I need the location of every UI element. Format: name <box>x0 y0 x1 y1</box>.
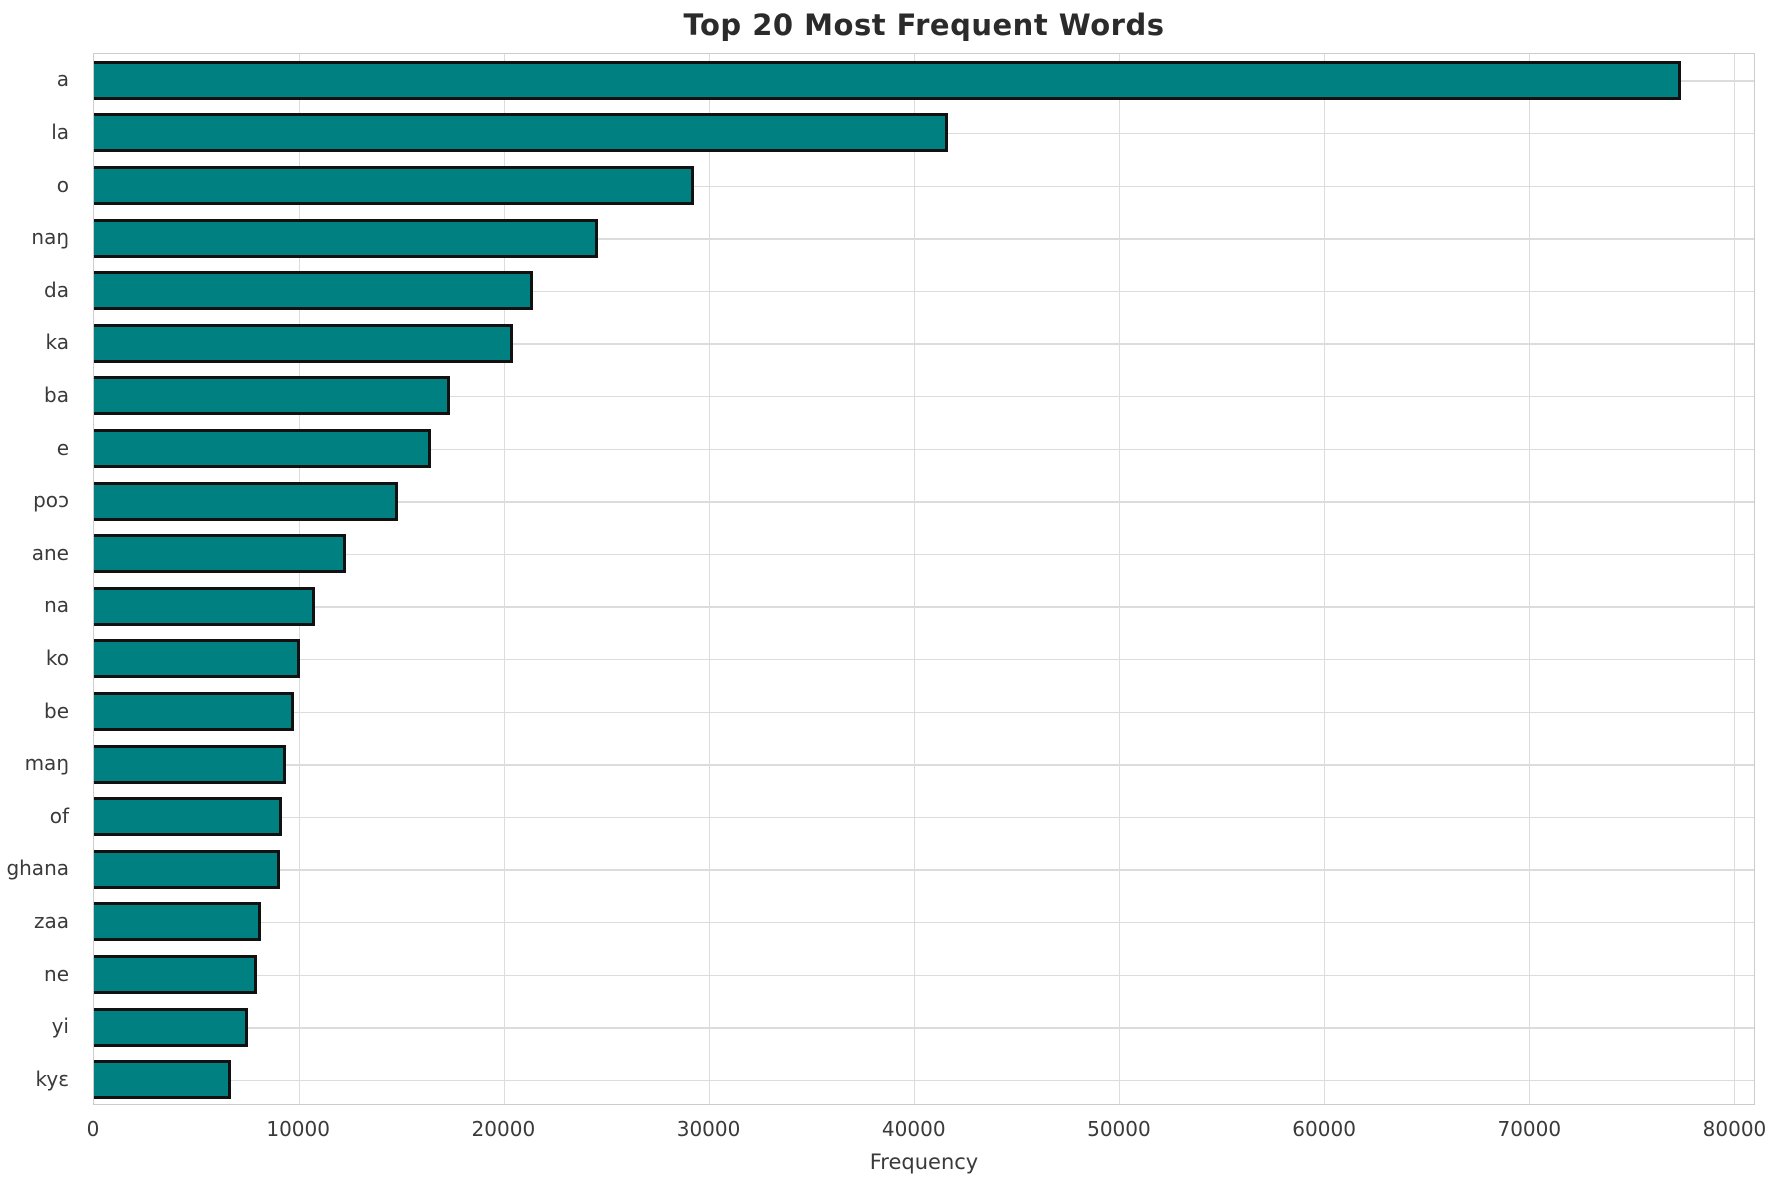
horizontal-gridline <box>94 185 1754 187</box>
bar-be <box>94 692 295 731</box>
y-tick-label: naŋ <box>31 225 69 250</box>
x-tick-label: 80000 <box>1702 1117 1767 1141</box>
plot-area <box>93 53 1755 1105</box>
y-axis-tick-labels: a la o naŋ da ka ba e poɔ ane na ko be maŋ of ghana zaa n… <box>0 53 81 1105</box>
horizontal-gridline <box>94 658 1754 661</box>
y-tick-label: ane <box>31 540 69 565</box>
bar-ne <box>94 955 257 994</box>
y-tick-label: of <box>49 803 69 828</box>
y-tick-label: maŋ <box>24 751 69 776</box>
chart-title: Top 20 Most Frequent Words <box>683 8 1165 42</box>
bar-maŋ <box>94 744 287 784</box>
bar-da <box>94 271 533 311</box>
horizontal-gridline <box>94 1027 1754 1029</box>
bar-ba <box>94 376 450 416</box>
bar-la <box>94 113 948 153</box>
x-tick-label: 70000 <box>1497 1117 1562 1141</box>
horizontal-gridline <box>94 869 1754 871</box>
bar-zaa <box>94 902 262 942</box>
y-tick-label: be <box>44 698 69 723</box>
y-tick-label: ba <box>44 382 69 407</box>
vertical-gridline <box>913 54 916 1104</box>
horizontal-gridline <box>94 553 1754 556</box>
horizontal-gridline <box>94 1079 1754 1082</box>
bar-ghana <box>94 849 280 889</box>
bar-a <box>94 60 1682 100</box>
x-axis-label: Frequency <box>869 1150 979 1174</box>
x-tick-label: 60000 <box>1292 1117 1356 1141</box>
horizontal-gridline <box>94 974 1754 976</box>
horizontal-gridline <box>94 501 1754 503</box>
vertical-gridline <box>1733 54 1735 1104</box>
y-tick-label: ko <box>45 645 69 670</box>
horizontal-gridline <box>94 448 1754 450</box>
bar-poɔ <box>94 481 398 521</box>
x-tick-label: 40000 <box>881 1117 946 1141</box>
bar-ka <box>94 323 513 363</box>
horizontal-gridline <box>94 238 1754 240</box>
y-tick-label: ne <box>44 961 69 986</box>
vertical-gridline <box>1323 54 1326 1104</box>
bar-e <box>94 429 431 468</box>
x-tick-label: 20000 <box>471 1117 536 1141</box>
horizontal-gridline <box>94 395 1754 398</box>
y-tick-label: yi <box>51 1014 69 1039</box>
y-tick-label: a <box>56 67 69 92</box>
vertical-gridline <box>1528 54 1531 1104</box>
horizontal-gridline <box>94 290 1754 293</box>
x-tick-label: 30000 <box>676 1117 741 1141</box>
x-axis-tick-labels: 0 10000 20000 30000 40000 50000 60000 70000 8000… <box>87 1117 1767 1145</box>
horizontal-gridline <box>94 921 1754 924</box>
y-tick-label: o <box>56 172 69 197</box>
horizontal-gridline <box>94 711 1754 713</box>
y-tick-label: ka <box>45 330 70 355</box>
y-tick-label: zaa <box>33 908 69 933</box>
bar-yi <box>94 1007 248 1047</box>
vertical-gridline <box>708 54 711 1104</box>
bar-na <box>94 586 315 626</box>
horizontal-gridline <box>94 764 1754 766</box>
bar-kyɛ <box>94 1060 231 1100</box>
bar-naŋ <box>94 218 598 258</box>
horizontal-gridline <box>94 606 1754 608</box>
y-tick-label: ghana <box>6 856 69 881</box>
y-tick-label: da <box>44 277 69 302</box>
vertical-gridline <box>298 54 301 1104</box>
y-tick-label: poɔ <box>33 488 69 513</box>
horizontal-gridline <box>94 816 1754 819</box>
x-tick-label: 10000 <box>266 1117 330 1141</box>
x-tick-label: 0 <box>86 1117 100 1141</box>
y-tick-label: na <box>44 593 69 618</box>
y-tick-label: la <box>51 119 69 144</box>
bar-ko <box>94 639 300 679</box>
horizontal-gridline <box>94 343 1754 345</box>
x-tick-label: 50000 <box>1087 1117 1151 1141</box>
bar-ane <box>94 534 346 574</box>
vertical-gridline <box>503 54 506 1104</box>
y-tick-label: e <box>56 435 69 460</box>
bar-of <box>94 797 282 837</box>
vertical-gridline <box>1118 54 1121 1104</box>
bar-o <box>94 166 694 205</box>
y-tick-label: kyɛ <box>35 1066 69 1091</box>
